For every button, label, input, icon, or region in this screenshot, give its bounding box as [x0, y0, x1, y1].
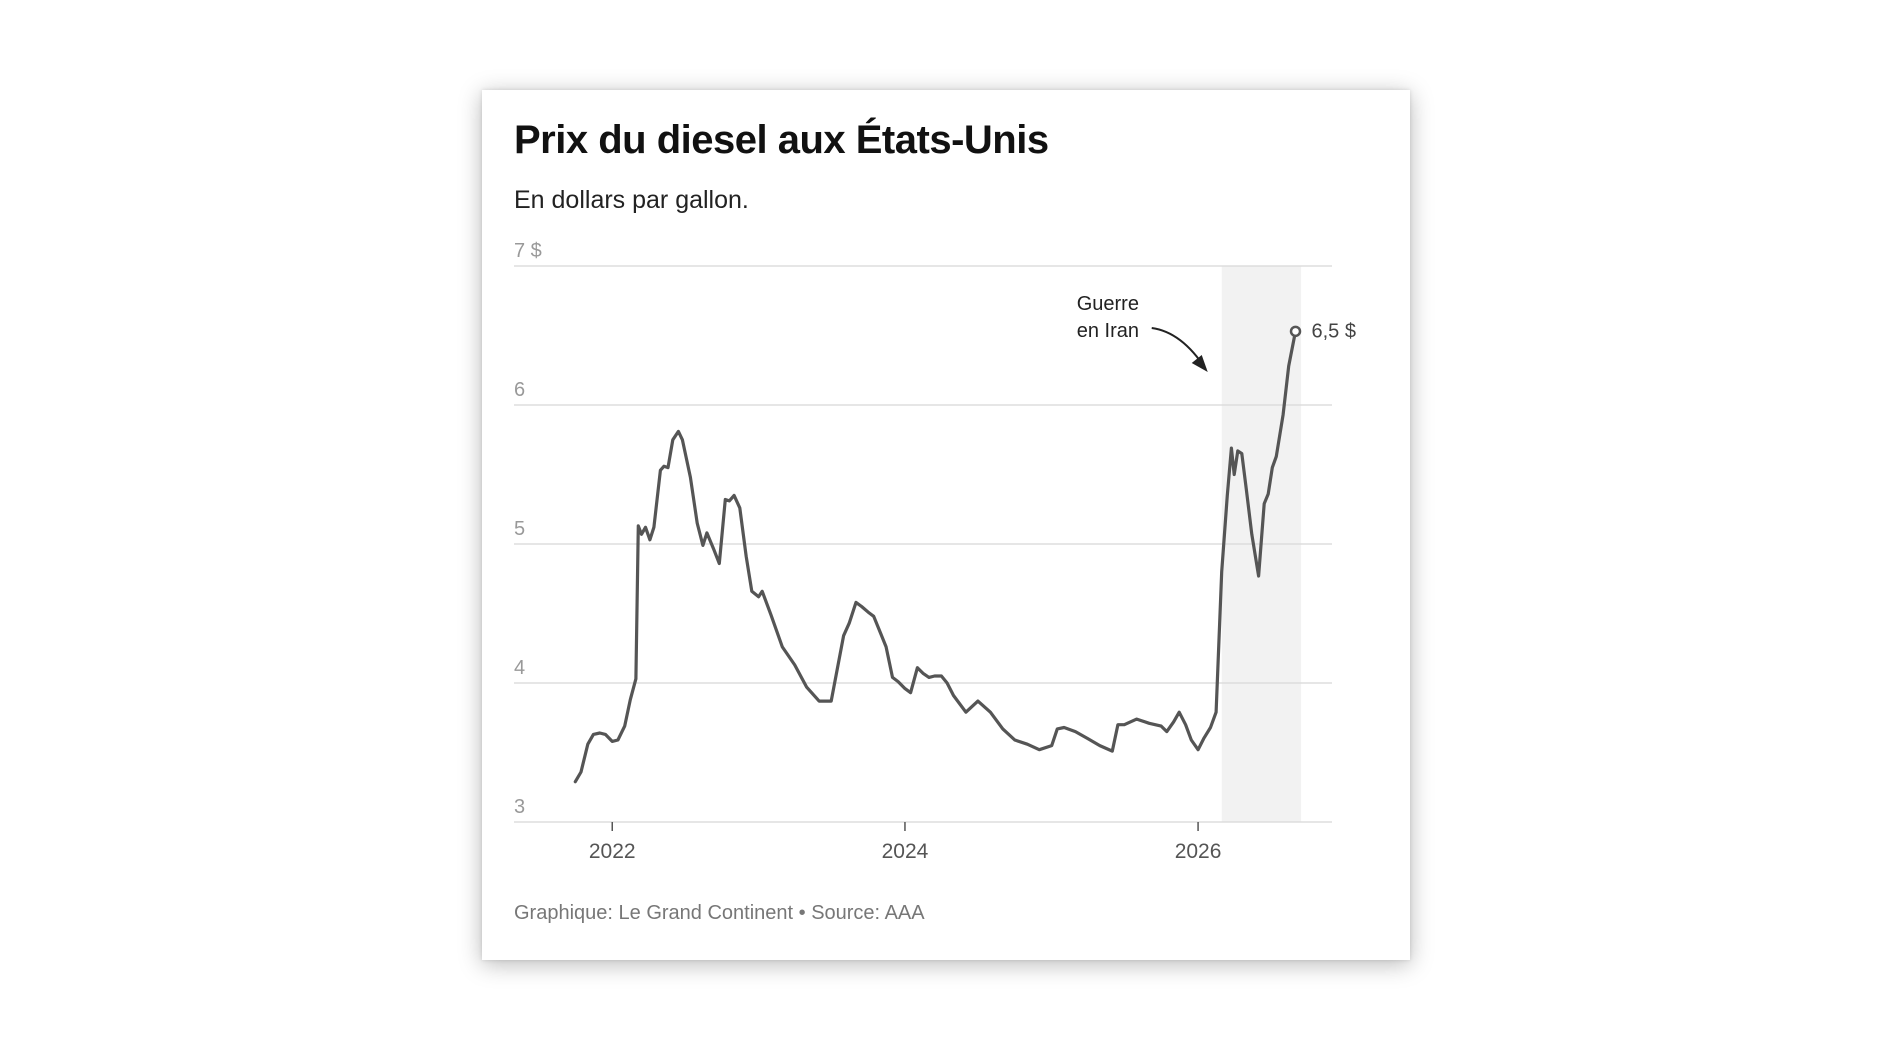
- chart-title: Prix du diesel aux États-Unis: [514, 118, 1049, 162]
- annotation-text: Guerre: [1077, 293, 1139, 315]
- line-chart: 3 4 5 6 7 $ 2022 2024 2026 6,5 $ Guerre en Iran: [514, 240, 1356, 863]
- chart-card: Prix du diesel aux États-Unis En dollars…: [482, 90, 1410, 960]
- x-tick-label: 2022: [589, 840, 636, 863]
- series-line: [573, 329, 1298, 784]
- annotation-arrowhead: [1191, 355, 1208, 372]
- annotation-text: en Iran: [1077, 320, 1139, 342]
- end-point-marker: [1289, 325, 1302, 338]
- end-value-label: 6,5 $: [1312, 320, 1356, 342]
- y-tick-label: 4: [514, 657, 525, 679]
- y-tick-label: 7 $: [514, 240, 542, 262]
- chart-subtitle: En dollars par gallon.: [514, 186, 749, 214]
- y-tick-label: 6: [514, 379, 525, 401]
- x-tick-label: 2024: [882, 840, 929, 863]
- chart-source: Graphique: Le Grand Continent • Source: …: [514, 902, 925, 924]
- x-tick-label: 2026: [1175, 840, 1222, 863]
- y-tick-label: 3: [514, 796, 525, 818]
- y-tick-label: 5: [514, 518, 525, 540]
